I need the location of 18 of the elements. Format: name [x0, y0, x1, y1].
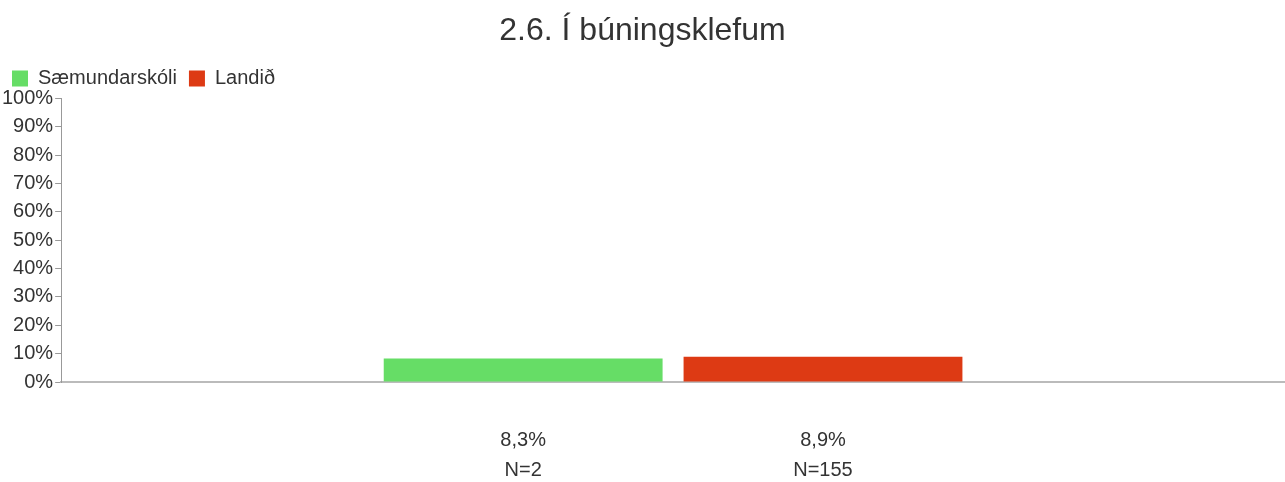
y-tick-label: 30%	[13, 284, 54, 307]
chart-title: 2.6. Í búningsklefum	[499, 11, 786, 48]
y-tick-label: 0%	[24, 369, 54, 392]
legend-label: Sæmundarskóli	[38, 65, 177, 88]
y-tick-label: 40%	[13, 256, 54, 279]
text: N=2	[504, 457, 542, 480]
legend-label: Landið	[214, 65, 276, 88]
text: N=155	[793, 457, 853, 480]
y-tick-label: 80%	[13, 142, 54, 165]
data-label: 8,3%	[500, 427, 547, 450]
data-label: 8,9%	[800, 427, 846, 450]
y-tick-label: 90%	[13, 114, 54, 137]
y-tick-label: 60%	[13, 199, 54, 222]
y-tick-label: 100%	[2, 85, 54, 108]
y-tick-label: 10%	[13, 341, 54, 364]
y-tick-label: 70%	[13, 171, 54, 193]
y-tick-label: 20%	[13, 312, 54, 335]
y-tick-label: 50%	[13, 227, 54, 250]
